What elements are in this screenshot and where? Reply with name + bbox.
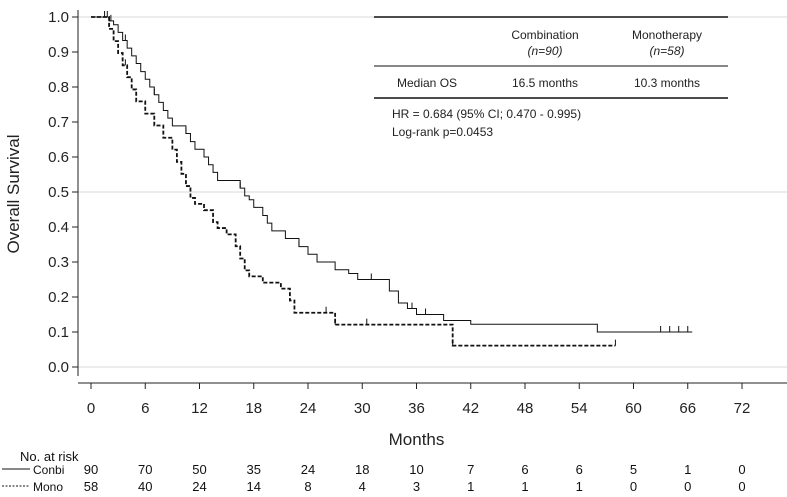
risk-value-conbi: 6 — [576, 462, 583, 477]
risk-value-conbi: 24 — [301, 462, 315, 477]
table-subheader-combination: (n=90) — [527, 44, 562, 58]
censor-marks — [104, 11, 689, 346]
x-tick-label: 30 — [354, 400, 371, 417]
x-tick-label: 66 — [679, 400, 696, 417]
series-line-mono — [91, 16, 616, 347]
risk-table-title: No. at risk — [20, 449, 79, 464]
y-tick-label: 0.8 — [48, 79, 69, 96]
median-os-monotherapy: 10.3 months — [634, 76, 700, 90]
hazard-ratio-annotation: HR = 0.684 (95% CI; 0.470 - 0.995) — [392, 107, 581, 121]
y-tick-label: 0.6 — [48, 149, 69, 166]
risk-value-conbi: 35 — [247, 462, 261, 477]
risk-value-conbi: 70 — [138, 462, 152, 477]
risk-value-mono: 3 — [413, 479, 420, 494]
risk-value-mono: 0 — [684, 479, 691, 494]
risk-value-mono: 40 — [138, 479, 152, 494]
risk-value-mono: 1 — [521, 479, 528, 494]
x-axis-title: Months — [389, 430, 445, 449]
risk-value-mono: 8 — [304, 479, 311, 494]
y-tick-label: 0.4 — [48, 219, 69, 236]
risk-row-label-mono: Mono — [33, 480, 63, 494]
table-subheader-monotherapy: (n=58) — [649, 44, 684, 58]
table-header-combination: Combination — [511, 28, 578, 42]
risk-row-label-conbi: Conbi — [33, 463, 64, 477]
risk-value-mono: 58 — [84, 479, 98, 494]
x-tick-label: 12 — [191, 400, 208, 417]
risk-value-conbi: 18 — [355, 462, 369, 477]
risk-value-conbi: 0 — [738, 462, 745, 477]
y-tick-label: 1.0 — [48, 9, 69, 26]
median-os-combination: 16.5 months — [512, 76, 578, 90]
risk-value-conbi: 7 — [467, 462, 474, 477]
risk-value-conbi: 5 — [630, 462, 637, 477]
risk-value-conbi: 6 — [521, 462, 528, 477]
x-tick-label: 18 — [245, 400, 262, 417]
x-tick-label: 36 — [408, 400, 425, 417]
x-tick-label: 24 — [300, 400, 317, 417]
series-line-conbi — [91, 16, 693, 333]
y-axis-ticks: 0.0 0.1 0.2 0.3 0.4 0.5 0.6 0.7 0.8 0.9 1.0 — [48, 9, 78, 376]
risk-value-conbi: 50 — [192, 462, 206, 477]
risk-value-mono: 14 — [247, 479, 261, 494]
y-tick-label: 0.2 — [48, 289, 69, 306]
y-tick-label: 0.9 — [48, 44, 69, 61]
table-row-label: Median OS — [397, 76, 457, 90]
risk-value-mono: 1 — [467, 479, 474, 494]
x-tick-label: 72 — [734, 400, 751, 417]
axes — [77, 10, 787, 384]
x-axis-ticks: 0 6 12 18 24 30 36 42 48 54 60 66 72 — [87, 383, 751, 417]
y-tick-label: 0.1 — [48, 324, 69, 341]
risk-value-conbi: 1 — [684, 462, 691, 477]
x-tick-label: 6 — [141, 400, 149, 417]
risk-value-conbi: 10 — [409, 462, 423, 477]
risk-value-mono: 4 — [359, 479, 366, 494]
risk-value-mono: 24 — [192, 479, 206, 494]
logrank-annotation: Log-rank p=0.0453 — [392, 125, 493, 139]
risk-table: No. at risk Conbi Mono 90 70 50 35 24 18 10 7 6 6… — [2, 449, 746, 494]
x-tick-label: 48 — [517, 400, 534, 417]
table-header-monotherapy: Monotherapy — [632, 28, 702, 42]
risk-values: 90 70 50 35 24 18 10 7 6 6 5 1 058 40 24 14 8 4 3 1 1 1 0 0 0 — [84, 462, 746, 494]
survival-curves — [91, 16, 693, 347]
median-os-table: Combination (n=90) Monotherapy (n=58) Me… — [374, 16, 728, 139]
risk-value-mono: 0 — [738, 479, 745, 494]
y-tick-label: 0.3 — [48, 254, 69, 271]
y-axis-title: Overall Survival — [4, 134, 23, 253]
x-tick-label: 42 — [462, 400, 479, 417]
y-tick-label: 0.7 — [48, 114, 69, 131]
x-tick-label: 60 — [625, 400, 642, 417]
risk-value-mono: 0 — [630, 479, 637, 494]
risk-value-conbi: 90 — [84, 462, 98, 477]
x-tick-label: 54 — [571, 400, 588, 417]
x-tick-label: 0 — [87, 400, 95, 417]
y-tick-label: 0.0 — [48, 359, 69, 376]
risk-value-mono: 1 — [576, 479, 583, 494]
y-tick-label: 0.5 — [48, 184, 69, 201]
